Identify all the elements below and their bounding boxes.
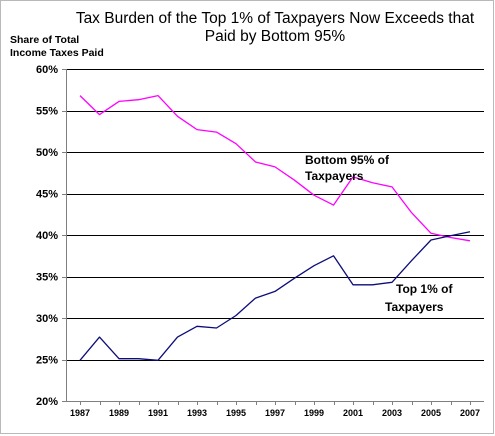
y-tick-label: 40% (36, 230, 58, 242)
y-tick-label: 45% (36, 189, 58, 201)
x-tick-label: 1999 (304, 408, 324, 418)
x-tick-label: 1987 (70, 408, 90, 418)
y-tick-label: 35% (36, 272, 58, 284)
series-line-bottom95 (79, 94, 471, 242)
annotation-bottom95-line-2: Taxpayers (305, 169, 364, 183)
series-line-top1 (79, 231, 471, 361)
y-tick-label: 20% (36, 396, 58, 408)
y-axis-title-line-2: Income Taxes Paid (10, 47, 104, 59)
y-tick-label: 25% (36, 355, 58, 367)
x-tick-label: 2007 (460, 408, 480, 418)
x-tick-label: 1997 (265, 408, 285, 418)
y-tick-labels: 20% 25% 30% 35% 40% 45% 50% 55% 60% (36, 64, 66, 408)
y-tick-label: 30% (36, 313, 58, 325)
x-tick-label: 2003 (382, 408, 402, 418)
series-lines (79, 94, 471, 361)
x-tick-label: 2001 (343, 408, 363, 418)
x-tick-label: 1991 (148, 408, 168, 418)
annotation-bottom95-line-1: Bottom 95% of (305, 153, 390, 167)
y-tick-label: 55% (36, 106, 58, 118)
chart-title-line-2: Paid by Bottom 95% (205, 28, 346, 45)
y-tick-label: 50% (36, 147, 58, 159)
x-tick-label: 1989 (109, 408, 129, 418)
gridlines (66, 69, 484, 361)
x-tick-labels: 1987 1989 1991 1993 1995 1997 1999 2001 2003 2005… (70, 401, 480, 418)
x-tick-label: 2005 (421, 408, 441, 418)
annotation-top1-line-2: Taxpayers (385, 300, 444, 314)
annotation-top1-line-1: Top 1% of (396, 282, 453, 296)
y-tick-label: 60% (36, 64, 58, 76)
x-tick-label: 1993 (187, 408, 207, 418)
chart-title-line-1: Tax Burden of the Top 1% of Taxpayers No… (76, 10, 475, 27)
y-axis-title-line-1: Share of Total (10, 34, 79, 46)
x-tick-label: 1995 (226, 408, 246, 418)
